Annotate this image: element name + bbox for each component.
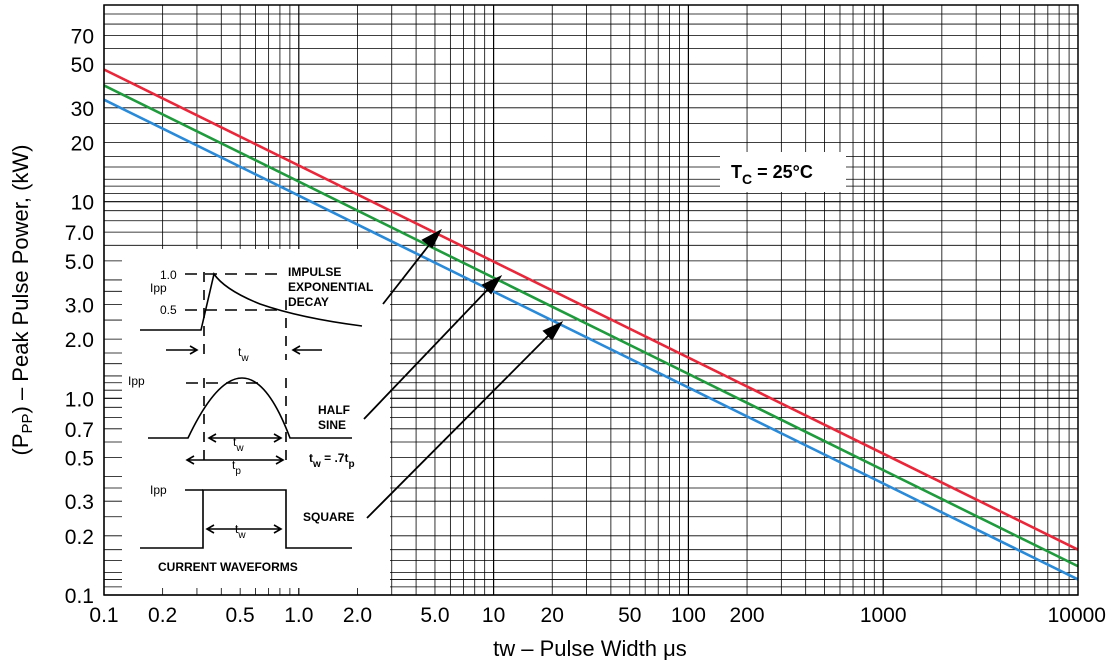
y-tick-label: 30 (71, 98, 94, 121)
y-tick-label: 0.7 (65, 419, 94, 442)
x-tick-label: 100 (671, 604, 706, 627)
impulse-level-05: 0.5 (160, 303, 177, 317)
impulse-level-1: 1.0 (160, 268, 177, 282)
square-ipp: Ipp (150, 483, 167, 497)
y-tick-label: 0.1 (65, 585, 94, 608)
half-sine-ipp: Ipp (128, 374, 145, 388)
y-tick-label: 3.0 (65, 294, 94, 317)
y-tick-labels: 0.1 0.2 0.3 0.5 0.7 1.0 2.0 3.0 5.0 7.0 10 20 30 50 70 (65, 25, 94, 608)
half-sine-tw-label: tw (233, 435, 244, 454)
impulse-ipp: Ipp (150, 281, 167, 295)
square-waveform (140, 489, 352, 549)
y-tick-label: 0.3 (65, 491, 94, 514)
y-tick-label: 5.0 (65, 251, 94, 274)
y-tick-label: 1.0 (65, 388, 94, 411)
y-tick-label: 10 (71, 192, 94, 215)
impulse-label-3: DECAY (288, 295, 329, 309)
y-tick-label: 20 (71, 132, 94, 155)
y-tick-label: 7.0 (65, 222, 94, 245)
condition-box (720, 152, 846, 192)
x-tick-label: 0.1 (89, 604, 118, 627)
x-tick-label: 5.0 (420, 604, 449, 627)
impulse-label-1: IMPULSE (288, 265, 341, 279)
impulse-waveform (140, 272, 363, 360)
tw-tp-relation: tw = .7tp (309, 451, 355, 470)
y-axis-title: (PPP) – Peak Pulse Power, (kW) (8, 145, 36, 456)
x-tick-label: 1.0 (284, 604, 313, 627)
square-label: SQUARE (303, 510, 354, 524)
pointer-arrows (363, 228, 564, 519)
condition-annotation: TC = 25°C (731, 162, 813, 187)
half-sine-label-1: HALF (318, 403, 350, 417)
x-tick-label: 50 (618, 604, 641, 627)
y-tick-label: 0.5 (65, 448, 94, 471)
x-tick-label: 10 (482, 604, 505, 627)
series-line-3 (103, 98, 1079, 581)
half-sine-label-2: SINE (318, 418, 346, 432)
series-line-2 (103, 84, 1079, 568)
x-tick-label: 200 (730, 604, 765, 627)
current-waveforms-label: CURRENT WAVEFORMS (158, 560, 298, 574)
x-tick-label: 1000 (860, 604, 907, 627)
half-sine-tp-label: tp (232, 458, 241, 477)
x-tick-label: 2.0 (343, 604, 372, 627)
square-tw-label: tw (235, 522, 246, 541)
y-tick-label: 50 (71, 54, 94, 77)
y-tick-label: 2.0 (65, 329, 94, 352)
x-tick-labels: 0.1 0.2 0.5 1.0 2.0 5.0 10 20 50 100 200 1000 10000 (89, 604, 1106, 627)
half-sine-waveform (148, 377, 352, 465)
x-tick-label: 0.5 (226, 604, 255, 627)
impulse-tw-label: tw (238, 345, 249, 364)
x-tick-label: 10000 (1048, 604, 1106, 627)
series-lines (103, 68, 1079, 581)
plot-frame (103, 4, 1079, 596)
inset-panel (122, 249, 390, 588)
y-tick-label: 0.2 (65, 526, 94, 549)
x-tick-label: 0.2 (148, 604, 177, 627)
x-axis-title: tw – Pulse Width μs (493, 636, 687, 661)
impulse-label-2: EXPONENTIAL (288, 280, 373, 294)
y-tick-label: 70 (71, 25, 94, 48)
x-tick-label: 20 (541, 604, 564, 627)
series-line-1 (103, 68, 1079, 551)
